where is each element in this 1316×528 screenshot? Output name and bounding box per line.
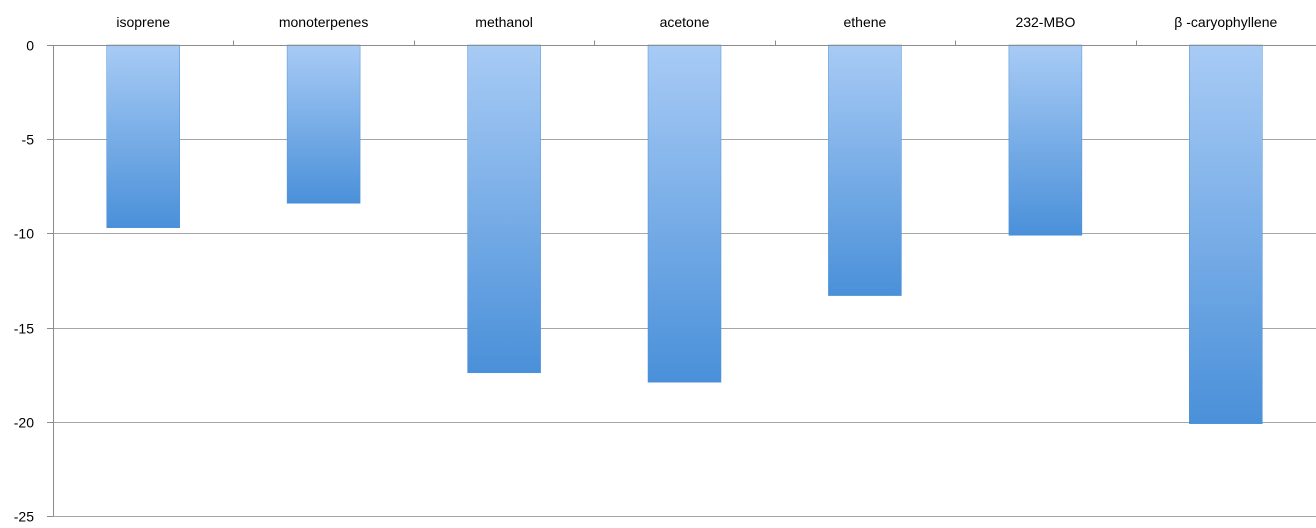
category-label: β -caryophyllene bbox=[1174, 14, 1277, 30]
y-tick-label: -20 bbox=[14, 415, 34, 431]
bar-6 bbox=[1008, 44, 1083, 236]
bar-2 bbox=[286, 44, 361, 204]
category-label: 232-MBO bbox=[1015, 14, 1075, 30]
category-label: ethene bbox=[843, 14, 886, 30]
y-tick-label: -5 bbox=[22, 132, 35, 148]
category-labels: isoprene monoterpenes methanol acetone ethen… bbox=[116, 14, 1277, 30]
y-tick-labels: 0 -5 -10 -15 -20 -25 bbox=[14, 38, 34, 525]
y-tick-label: 0 bbox=[26, 38, 34, 54]
y-tick-label: -10 bbox=[14, 226, 34, 242]
category-label: acetone bbox=[660, 14, 710, 30]
bar-3 bbox=[467, 44, 541, 374]
y-tick-label: -25 bbox=[14, 509, 34, 525]
bar-4 bbox=[647, 44, 722, 383]
axes bbox=[47, 40, 1316, 517]
y-tick-label: -15 bbox=[14, 321, 34, 337]
category-label: methanol bbox=[475, 14, 533, 30]
bar-5 bbox=[828, 44, 902, 296]
category-label: isoprene bbox=[116, 14, 170, 30]
bar-1 bbox=[106, 44, 180, 228]
bar-7 bbox=[1189, 44, 1263, 424]
category-label: monoterpenes bbox=[279, 14, 369, 30]
bars bbox=[106, 44, 1263, 424]
